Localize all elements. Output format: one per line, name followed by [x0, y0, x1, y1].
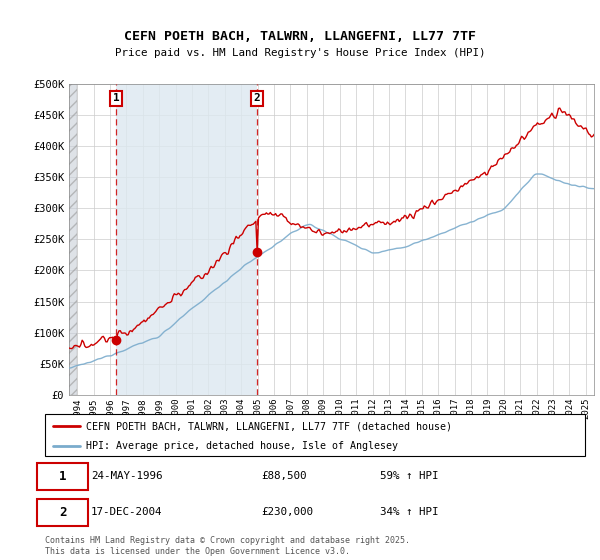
Text: 1: 1	[59, 470, 66, 483]
FancyBboxPatch shape	[45, 414, 585, 456]
FancyBboxPatch shape	[37, 499, 88, 526]
Text: 34% ↑ HPI: 34% ↑ HPI	[380, 507, 438, 517]
Bar	[116, 84, 257, 395]
Text: Contains HM Land Registry data © Crown copyright and database right 2025.
This d: Contains HM Land Registry data © Crown c…	[45, 536, 410, 556]
Text: £230,000: £230,000	[261, 507, 313, 517]
Bar	[69, 84, 77, 395]
FancyBboxPatch shape	[37, 463, 88, 489]
Text: 1: 1	[113, 94, 119, 103]
Text: £88,500: £88,500	[261, 471, 307, 481]
Text: HPI: Average price, detached house, Isle of Anglesey: HPI: Average price, detached house, Isle…	[86, 441, 398, 451]
Text: 24-MAY-1996: 24-MAY-1996	[91, 471, 163, 481]
Text: Price paid vs. HM Land Registry's House Price Index (HPI): Price paid vs. HM Land Registry's House …	[115, 48, 485, 58]
Text: CEFN POETH BACH, TALWRN, LLANGEFNI, LL77 7TF (detached house): CEFN POETH BACH, TALWRN, LLANGEFNI, LL77…	[86, 421, 452, 431]
Text: 17-DEC-2004: 17-DEC-2004	[91, 507, 163, 517]
Text: 2: 2	[254, 94, 260, 103]
Text: CEFN POETH BACH, TALWRN, LLANGEFNI, LL77 7TF: CEFN POETH BACH, TALWRN, LLANGEFNI, LL77…	[124, 30, 476, 43]
Text: 2: 2	[59, 506, 66, 519]
Text: 59% ↑ HPI: 59% ↑ HPI	[380, 471, 438, 481]
